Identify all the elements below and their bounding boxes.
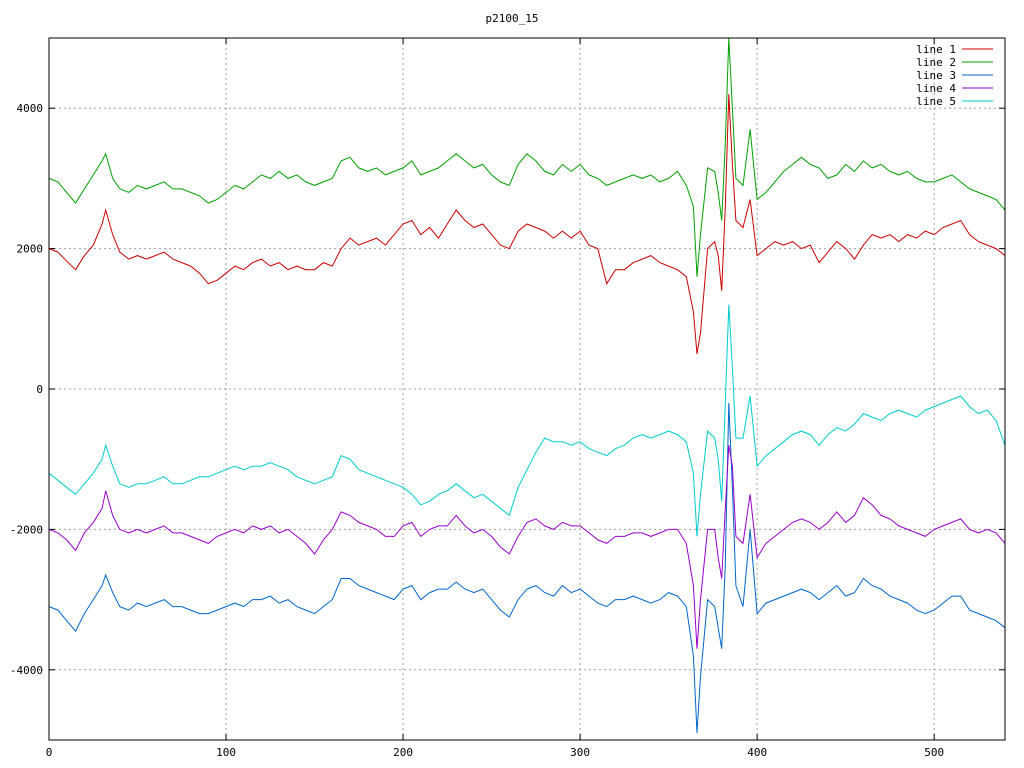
legend-label-3: line 3	[916, 69, 956, 82]
y-tick-label: -4000	[10, 664, 43, 677]
ticks-layer: 0 100 200 300 400 500 -4000 -2000 0 2000 4000	[10, 38, 1005, 759]
plot-frame	[48, 37, 1006, 741]
x-tick-label: 100	[216, 746, 236, 759]
legend-label-2: line 2	[916, 56, 956, 69]
y-tick-label: 4000	[17, 102, 44, 115]
x-tick-label: 200	[393, 746, 413, 759]
series-layer	[48, 37, 1006, 734]
grid-layer	[49, 38, 1005, 740]
x-tick-label: 300	[570, 746, 590, 759]
legend-label-1: line 1	[916, 43, 956, 56]
series-line-3	[48, 402, 1006, 734]
legend-label-4: line 4	[916, 82, 956, 95]
chart-title: p2100_15	[486, 12, 539, 25]
y-tick-label: -2000	[10, 523, 43, 536]
series-line-5	[48, 304, 1006, 537]
x-tick-label: 500	[924, 746, 944, 759]
series-line-2	[48, 37, 1006, 277]
x-tick-label: 0	[46, 746, 53, 759]
y-tick-label: 2000	[17, 243, 44, 256]
y-tick-label: 0	[36, 383, 43, 396]
x-tick-label: 400	[747, 746, 767, 759]
legend-label-5: line 5	[916, 95, 956, 108]
series-line-1	[48, 94, 1006, 354]
series-line-4	[48, 445, 1006, 649]
